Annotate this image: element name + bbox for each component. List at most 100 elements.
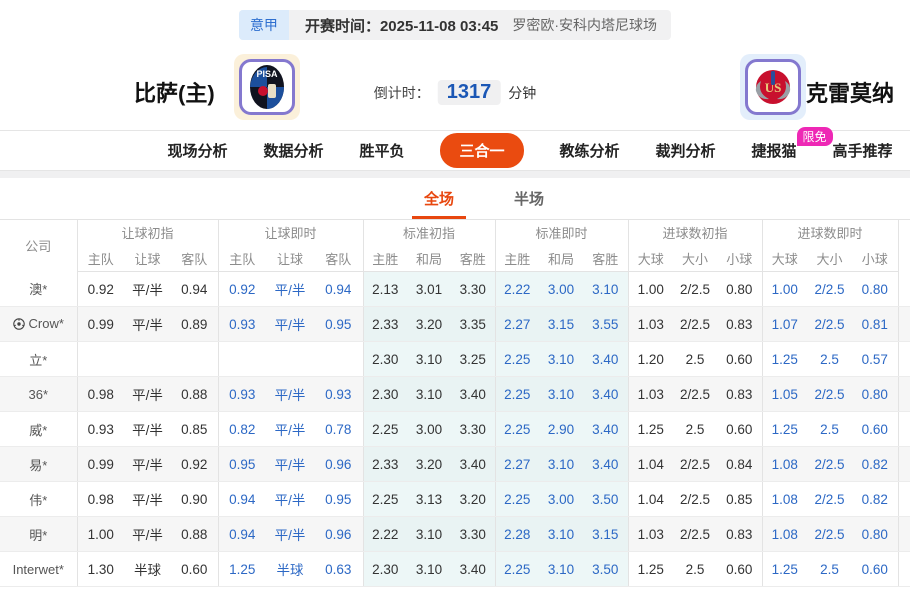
odds-cell: 1.25 <box>627 411 673 447</box>
nav-item-2[interactable]: 数据分析 <box>263 143 324 160</box>
countdown: 倒计时： 1317 分钟 <box>374 80 536 105</box>
nav-item-4[interactable]: 三合一 <box>440 133 524 168</box>
nav-item-3[interactable]: 胜平负 <box>359 143 405 160</box>
sub-header: 和局 <box>539 245 583 272</box>
away-crest-icon: US <box>745 59 801 115</box>
odds-cell: 1.04 <box>627 446 673 482</box>
odds-cell: 3.35 <box>451 306 495 342</box>
odds-cell: 0.60 <box>717 411 763 447</box>
odds-cell: 平/半 <box>266 376 314 412</box>
table-row[interactable]: Interwet* 1.30 半球 0.60 1.25 半球 0.63 2.30 3.10 3.4… <box>0 551 910 587</box>
odds-cell: 2/2.5 <box>673 376 717 412</box>
odds-cell: 2.25 <box>494 551 539 587</box>
odds-cell: 3.15 <box>539 306 583 342</box>
odds-cell: 3.30 <box>451 271 495 307</box>
odds-cell: 0.83 <box>717 306 763 342</box>
odds-cell: 平/半 <box>124 376 171 412</box>
odds-cell: 2.5 <box>673 551 717 587</box>
nav-item-7[interactable]: 捷报猫 限免 <box>752 127 833 161</box>
table-row[interactable]: 36* 0.98 平/半 0.88 0.93 平/半 0.93 2.30 3.10 3.40 2.2… <box>0 376 910 412</box>
odds-cell: 3.10 <box>539 516 583 552</box>
odds-cell: 3.20 <box>407 306 451 342</box>
odds-cell: 0.93 <box>217 376 266 412</box>
home-logo-text: PISA <box>256 69 278 79</box>
odds-cell <box>314 341 363 377</box>
odds-cell: 1.08 <box>761 516 808 552</box>
table-row[interactable]: 威* 0.93 平/半 0.85 0.82 平/半 0.78 2.25 3.00 3.30 2.25… <box>0 411 910 447</box>
sub-header: 主胜 <box>494 245 539 272</box>
odds-cell: 半球 <box>124 551 171 587</box>
odds-cell: 0.82 <box>852 481 899 517</box>
odds-cell: 2.90 <box>539 411 583 447</box>
odds-cell: 1.04 <box>627 481 673 517</box>
odds-cell: 2.33 <box>362 306 407 342</box>
teams-header: 比萨(主) PISA 倒计时： 1317 分钟 <box>0 46 910 130</box>
odds-cell: 0.95 <box>314 306 363 342</box>
odds-cell: 2.25 <box>494 376 539 412</box>
odds-cell: 3.30 <box>451 516 495 552</box>
sub-header: 主队 <box>217 245 266 272</box>
odds-cell: 0.94 <box>217 481 266 517</box>
odds-cell <box>217 341 266 377</box>
odds-cell: 平/半 <box>124 446 171 482</box>
odds-cell: 3.20 <box>451 481 495 517</box>
odds-cell: 0.92 <box>171 446 218 482</box>
clipped-cell <box>897 376 910 412</box>
odds-table: 公司 让球初指 让球即时 标准初指 标准即时 进球数初指 进球数即时 主队 让球 客队 主队 让球 客队… <box>0 219 910 587</box>
table-row[interactable]: 立* 2.30 3.10 3.25 2.25 3.10 3.40 1.20 2.5 0.60 1.2… <box>0 341 910 377</box>
odds-cell: 3.00 <box>407 411 451 447</box>
odds-cell: 3.40 <box>451 446 495 482</box>
table-row[interactable]: 明* 1.00 平/半 0.88 0.94 平/半 0.96 2.22 3.10 3.30 2.28… <box>0 516 910 552</box>
away-team-logo: US <box>740 54 806 120</box>
odds-cell: 0.94 <box>314 271 363 307</box>
odds-cell: 0.99 <box>76 446 124 482</box>
clipped-cell <box>897 516 910 552</box>
odds-cell: 0.99 <box>76 306 124 342</box>
clipped-cell <box>897 481 910 517</box>
odds-cell: 3.10 <box>539 551 583 587</box>
nav-item-8[interactable]: 高手推荐 <box>832 143 893 160</box>
odds-cell: 3.55 <box>583 306 628 342</box>
odds-cell: 0.80 <box>852 516 899 552</box>
company-cell: 立* <box>0 341 77 377</box>
odds-cell: 1.03 <box>627 306 673 342</box>
nav-item-6[interactable]: 裁判分析 <box>655 143 716 160</box>
odds-cell: 2.25 <box>362 411 407 447</box>
clipped-cell <box>897 446 910 482</box>
sub-header: 让球 <box>124 245 171 272</box>
league-badge[interactable]: 意甲 <box>238 10 289 40</box>
free-trial-badge: 限免 <box>796 127 833 146</box>
odds-cell: 2.22 <box>362 516 407 552</box>
subtab-full[interactable]: 全场 <box>411 178 467 219</box>
odds-cell: 2.25 <box>362 481 407 517</box>
nav-item-1[interactable]: 现场分析 <box>167 143 228 160</box>
sub-header: 小球 <box>852 245 899 272</box>
nav-separator <box>0 170 910 178</box>
subtab-half[interactable]: 半场 <box>514 191 545 208</box>
odds-cell <box>124 341 171 377</box>
odds-cell: 1.00 <box>761 271 808 307</box>
odds-cell: 平/半 <box>124 306 171 342</box>
odds-cell <box>76 341 124 377</box>
odds-cell: 0.60 <box>717 551 763 587</box>
odds-cell: 0.60 <box>852 551 899 587</box>
odds-cell: 1.00 <box>76 516 124 552</box>
odds-cell: 0.84 <box>717 446 763 482</box>
odds-cell: 1.25 <box>761 411 808 447</box>
table-row[interactable]: 易* 0.99 平/半 0.92 0.95 平/半 0.96 2.33 3.20 3.40 2.27… <box>0 446 910 482</box>
clipped-cell <box>897 551 910 587</box>
odds-cell: 3.00 <box>539 271 583 307</box>
sub-header: 客队 <box>314 245 363 272</box>
odds-cell: 0.89 <box>171 306 218 342</box>
sub-header: 大小 <box>673 245 717 272</box>
odds-cell: 1.00 <box>627 271 673 307</box>
table-row[interactable]: 伟* 0.98 平/半 0.90 0.94 平/半 0.95 2.25 3.13 3.20 2.25… <box>0 481 910 517</box>
table-row[interactable]: 澳* 0.92 平/半 0.94 0.92 平/半 0.94 2.13 3.01 3.30 2.22… <box>0 271 910 307</box>
odds-cell: 2/2.5 <box>673 306 717 342</box>
odds-cell: 0.82 <box>217 411 266 447</box>
nav-item-5[interactable]: 教练分析 <box>559 143 620 160</box>
company-cell: 明* <box>0 516 77 552</box>
odds-cell: 3.10 <box>407 341 451 377</box>
table-row[interactable]: Crow* 0.99 平/半 0.89 0.93 平/半 0.95 2.33 3.20 3.35 2… <box>0 306 910 342</box>
